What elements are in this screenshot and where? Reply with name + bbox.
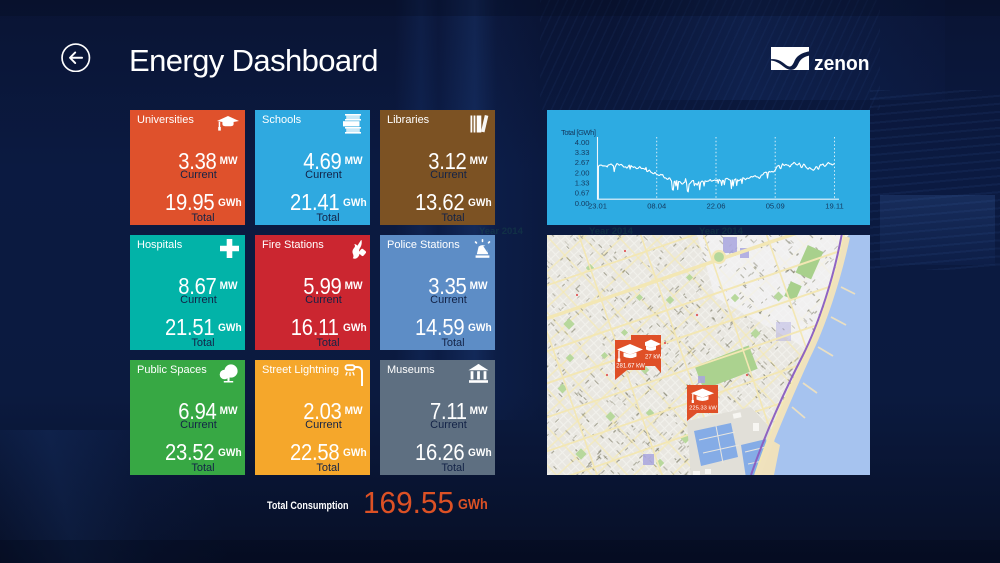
svg-text:08.04: 08.04 (647, 202, 666, 211)
svg-text:Total [GWh]: Total [GWh] (561, 128, 596, 137)
svg-text:3.33: 3.33 (575, 148, 590, 157)
svg-text:0.00: 0.00 (575, 199, 590, 208)
svg-text:27 kW: 27 kW (645, 355, 662, 361)
svg-text:23.01: 23.01 (588, 202, 607, 211)
svg-text:225.33 kW: 225.33 kW (689, 406, 717, 412)
svg-text:05.09: 05.09 (766, 202, 785, 211)
svg-text:281.67 kW: 281.67 kW (616, 364, 645, 370)
svg-text:2.67: 2.67 (575, 158, 590, 167)
svg-text:0.67: 0.67 (575, 189, 590, 198)
svg-text:1.33: 1.33 (575, 179, 590, 188)
svg-text:22.06: 22.06 (706, 202, 725, 211)
svg-text:19.11: 19.11 (825, 202, 843, 211)
svg-text:2.00: 2.00 (575, 169, 590, 178)
svg-text:4.00: 4.00 (575, 138, 590, 147)
